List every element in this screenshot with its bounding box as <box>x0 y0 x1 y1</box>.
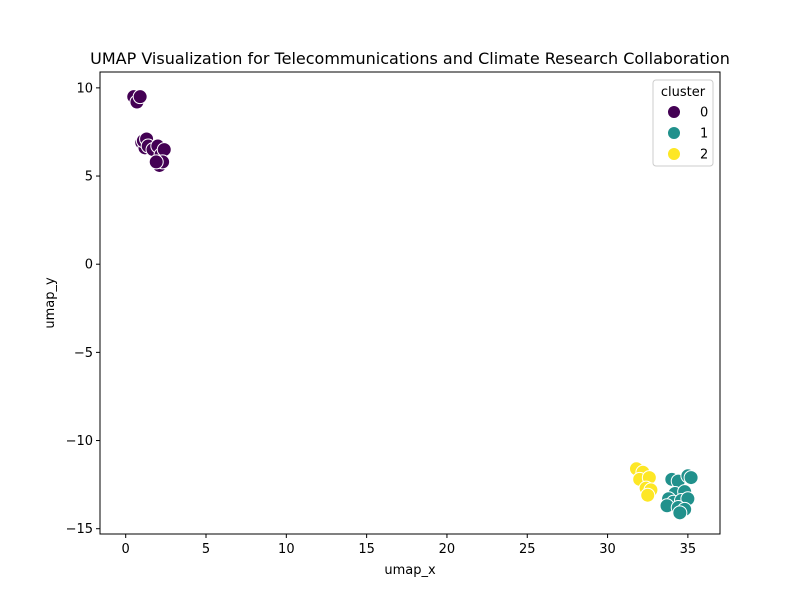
legend-label: 2 <box>700 148 708 163</box>
plot-area-frame <box>99 71 721 535</box>
x-tick-label: 25 <box>519 542 536 557</box>
y-tick-label: −10 <box>66 434 93 449</box>
scatter-point-cluster-0 <box>148 154 164 170</box>
legend-title: cluster <box>661 85 706 100</box>
x-tick-label: 35 <box>680 542 697 557</box>
x-tick-label: 20 <box>439 542 456 557</box>
y-tick-label: 5 <box>85 170 93 185</box>
legend-marker <box>667 147 681 161</box>
legend-label: 0 <box>700 106 708 121</box>
x-axis-label: umap_x <box>384 563 436 578</box>
y-axis-label: umap_y <box>43 277 58 329</box>
y-tick-label: 10 <box>76 81 93 96</box>
legend-box <box>652 79 714 167</box>
chart-title: UMAP Visualization for Telecommunication… <box>90 49 730 68</box>
legend: cluster 0 1 2 <box>652 79 714 167</box>
x-tick-label: 5 <box>202 542 210 557</box>
ticks-layer: 0 5 10 15 20 25 30 35 −15 −10 −5 0 5 10 <box>66 81 697 557</box>
scatter-point-cluster-1 <box>683 470 699 486</box>
y-tick-label: −15 <box>66 522 93 537</box>
y-tick-label: −5 <box>74 346 93 361</box>
x-tick-label: 0 <box>122 542 130 557</box>
legend-marker <box>667 105 681 119</box>
x-tick-label: 10 <box>278 542 295 557</box>
scatter-point-cluster-0 <box>156 142 172 158</box>
legend-marker <box>667 126 681 140</box>
points-layer <box>126 89 699 521</box>
scatter-point-cluster-2 <box>640 487 656 503</box>
scatter-point-cluster-1 <box>672 505 688 521</box>
scatter-point-cluster-0 <box>132 89 148 105</box>
x-tick-label: 30 <box>599 542 616 557</box>
legend-label: 1 <box>700 127 708 142</box>
y-tick-label: 0 <box>85 258 93 273</box>
x-tick-label: 15 <box>358 542 375 557</box>
